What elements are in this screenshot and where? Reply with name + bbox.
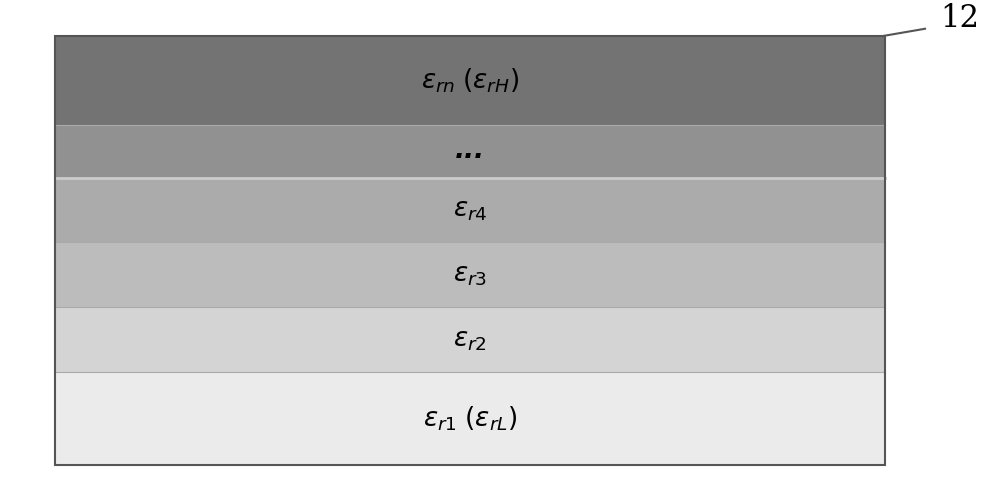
Text: 12: 12 <box>940 3 980 34</box>
Text: $\varepsilon_{r1}\;(\varepsilon_{rL})$: $\varepsilon_{r1}\;(\varepsilon_{rL})$ <box>423 404 517 433</box>
Bar <box>55 36 885 125</box>
Text: $\varepsilon_{r3}$: $\varepsilon_{r3}$ <box>453 262 487 288</box>
Bar <box>55 243 885 307</box>
Bar <box>55 372 885 465</box>
Bar <box>55 125 885 177</box>
Text: $\varepsilon_{r2}$: $\varepsilon_{r2}$ <box>453 327 487 352</box>
Text: ...: ... <box>455 138 485 165</box>
Text: $\varepsilon_{r4}$: $\varepsilon_{r4}$ <box>453 197 487 223</box>
Bar <box>55 307 885 372</box>
Bar <box>55 36 885 465</box>
Bar <box>55 177 885 243</box>
Text: $\varepsilon_{rn}\;(\varepsilon_{rH})$: $\varepsilon_{rn}\;(\varepsilon_{rH})$ <box>421 66 519 95</box>
